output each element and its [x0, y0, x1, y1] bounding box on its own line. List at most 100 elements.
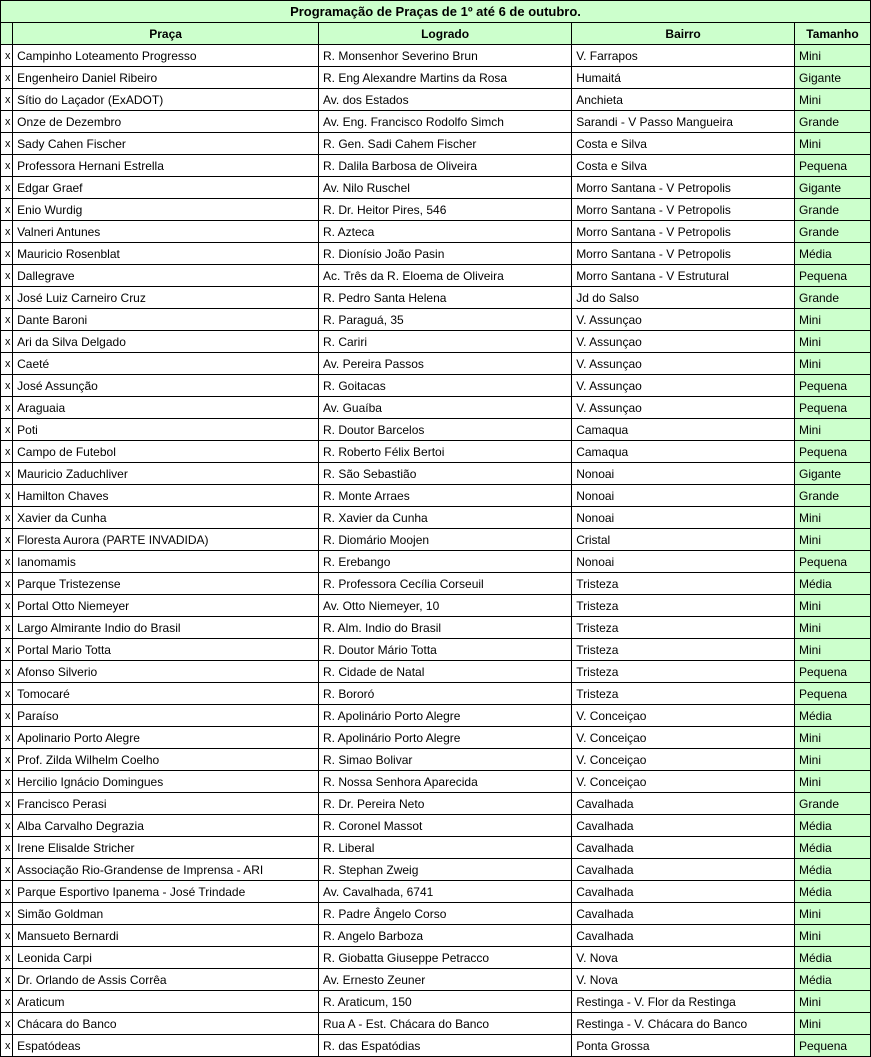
cell-logrado: R. Stephan Zweig — [319, 859, 572, 881]
cell-logrado: Av. Eng. Francisco Rodolfo Simch — [319, 111, 572, 133]
row-marker: x — [1, 133, 13, 155]
cell-praca: Ianomamis — [13, 551, 319, 573]
row-marker: x — [1, 441, 13, 463]
cell-logrado: R. Pedro Santa Helena — [319, 287, 572, 309]
cell-bairro: Morro Santana - V Petropolis — [572, 199, 795, 221]
cell-praca: Valneri Antunes — [13, 221, 319, 243]
table-row: xAfonso SilverioR. Cidade de NatalTriste… — [1, 661, 871, 683]
row-marker: x — [1, 837, 13, 859]
table-row: xParque Esportivo Ipanema - José Trindad… — [1, 881, 871, 903]
cell-tamanho: Mini — [795, 991, 871, 1013]
cell-logrado: R. Roberto Félix Bertoi — [319, 441, 572, 463]
cell-bairro: V. Nova — [572, 947, 795, 969]
cell-bairro: Tristeza — [572, 595, 795, 617]
cell-praca: Parque Esportivo Ipanema - José Trindade — [13, 881, 319, 903]
cell-tamanho: Pequena — [795, 375, 871, 397]
table-row: xTomocaréR. BororóTristezaPequena — [1, 683, 871, 705]
table-row: xMauricio RosenblatR. Dionísio João Pasi… — [1, 243, 871, 265]
cell-tamanho: Mini — [795, 419, 871, 441]
row-marker: x — [1, 89, 13, 111]
row-marker: x — [1, 67, 13, 89]
cell-logrado: R. Doutor Barcelos — [319, 419, 572, 441]
cell-tamanho: Grande — [795, 793, 871, 815]
cell-logrado: R. Coronel Massot — [319, 815, 572, 837]
table-row: xCampinho Loteamento ProgressoR. Monsenh… — [1, 45, 871, 67]
cell-tamanho: Gigante — [795, 177, 871, 199]
cell-logrado: Ac. Três da R. Eloema de Oliveira — [319, 265, 572, 287]
cell-tamanho: Média — [795, 947, 871, 969]
cell-tamanho: Gigante — [795, 67, 871, 89]
row-marker: x — [1, 661, 13, 683]
row-marker: x — [1, 375, 13, 397]
cell-tamanho: Média — [795, 573, 871, 595]
row-marker: x — [1, 287, 13, 309]
row-marker: x — [1, 221, 13, 243]
cell-praca: Alba Carvalho Degrazia — [13, 815, 319, 837]
table-row: xCaetéAv. Pereira PassosV. AssunçaoMini — [1, 353, 871, 375]
cell-praca: Mansueto Bernardi — [13, 925, 319, 947]
cell-tamanho: Mini — [795, 903, 871, 925]
cell-bairro: Camaqua — [572, 441, 795, 463]
cell-tamanho: Pequena — [795, 397, 871, 419]
cell-praca: Parque Tristezense — [13, 573, 319, 595]
table-title: Programação de Praças de 1º até 6 de out… — [1, 1, 871, 23]
cell-praca: Simão Goldman — [13, 903, 319, 925]
cell-praca: Campinho Loteamento Progresso — [13, 45, 319, 67]
cell-tamanho: Mini — [795, 595, 871, 617]
cell-logrado: R. Professora Cecília Corseuil — [319, 573, 572, 595]
cell-logrado: R. Eng Alexandre Martins da Rosa — [319, 67, 572, 89]
table-row: xAssociação Rio-Grandense de Imprensa - … — [1, 859, 871, 881]
cell-logrado: R. Nossa Senhora Aparecida — [319, 771, 572, 793]
table-row: xHamilton ChavesR. Monte ArraesNonoaiGra… — [1, 485, 871, 507]
row-marker: x — [1, 177, 13, 199]
cell-praca: Sady Cahen Fischer — [13, 133, 319, 155]
row-marker: x — [1, 815, 13, 837]
table-row: xEdgar GraefAv. Nilo RuschelMorro Santan… — [1, 177, 871, 199]
cell-bairro: Costa e Silva — [572, 155, 795, 177]
cell-tamanho: Mini — [795, 45, 871, 67]
cell-logrado: Av. Ernesto Zeuner — [319, 969, 572, 991]
cell-praca: Araguaia — [13, 397, 319, 419]
table-row: xParque TristezenseR. Professora Cecília… — [1, 573, 871, 595]
cell-praca: Mauricio Rosenblat — [13, 243, 319, 265]
row-marker: x — [1, 331, 13, 353]
cell-praca: Caeté — [13, 353, 319, 375]
row-marker: x — [1, 947, 13, 969]
cell-bairro: Cavalhada — [572, 903, 795, 925]
row-marker: x — [1, 881, 13, 903]
cell-bairro: Tristeza — [572, 661, 795, 683]
table-row: xFloresta Aurora (PARTE INVADIDA)R. Diom… — [1, 529, 871, 551]
cell-tamanho: Pequena — [795, 265, 871, 287]
cell-logrado: R. Monsenhor Severino Brun — [319, 45, 572, 67]
row-marker: x — [1, 199, 13, 221]
row-marker: x — [1, 353, 13, 375]
table-row: xChácara do BancoRua A - Est. Chácara do… — [1, 1013, 871, 1035]
table-row: xPotiR. Doutor BarcelosCamaquaMini — [1, 419, 871, 441]
table-row: xMauricio ZaduchliverR. São SebastiãoNon… — [1, 463, 871, 485]
table-row: xAri da Silva DelgadoR. CaririV. Assunça… — [1, 331, 871, 353]
cell-logrado: Av. Pereira Passos — [319, 353, 572, 375]
cell-bairro: Restinga - V. Flor da Restinga — [572, 991, 795, 1013]
cell-bairro: Cavalhada — [572, 881, 795, 903]
cell-logrado: R. Cariri — [319, 331, 572, 353]
cell-tamanho: Mini — [795, 617, 871, 639]
cell-logrado: R. Goitacas — [319, 375, 572, 397]
cell-logrado: R. Dalila Barbosa de Oliveira — [319, 155, 572, 177]
header-bairro: Bairro — [572, 23, 795, 45]
cell-praca: Campo de Futebol — [13, 441, 319, 463]
cell-tamanho: Mini — [795, 727, 871, 749]
row-marker: x — [1, 793, 13, 815]
cell-praca: Xavier da Cunha — [13, 507, 319, 529]
cell-praca: Hamilton Chaves — [13, 485, 319, 507]
cell-logrado: R. Araticum, 150 — [319, 991, 572, 1013]
cell-tamanho: Pequena — [795, 441, 871, 463]
cell-tamanho: Mini — [795, 925, 871, 947]
table-row: xSady Cahen FischerR. Gen. Sadi Cahem Fi… — [1, 133, 871, 155]
table-row: xAraguaiaAv. GuaíbaV. AssunçaoPequena — [1, 397, 871, 419]
table-row: xEngenheiro Daniel RibeiroR. Eng Alexand… — [1, 67, 871, 89]
table-row: xPortal Mario TottaR. Doutor Mário Totta… — [1, 639, 871, 661]
cell-praca: Portal Otto Niemeyer — [13, 595, 319, 617]
cell-logrado: R. Bororó — [319, 683, 572, 705]
cell-tamanho: Mini — [795, 331, 871, 353]
cell-bairro: Nonoai — [572, 463, 795, 485]
